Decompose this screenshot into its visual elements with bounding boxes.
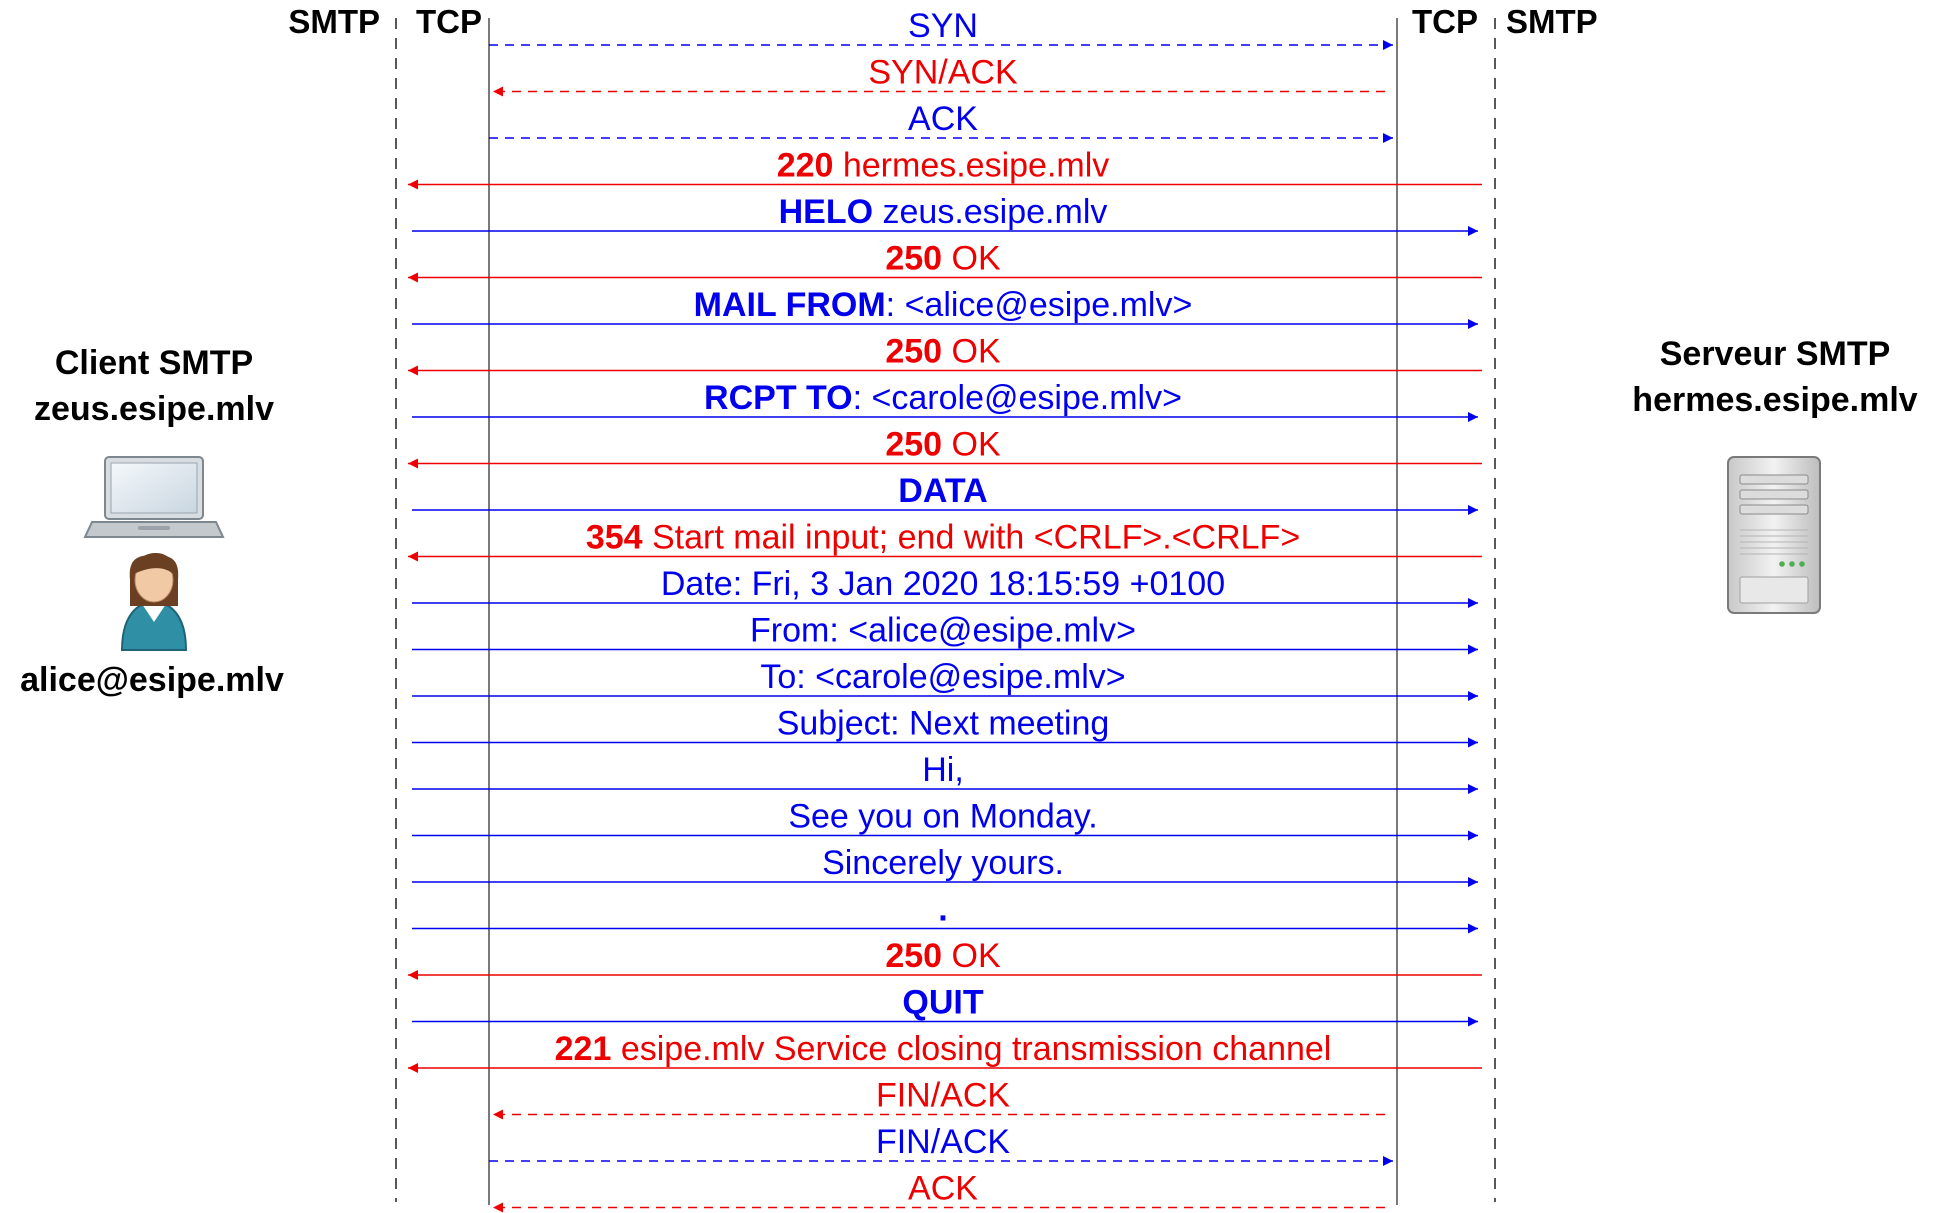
message-label-7: 250 OK [885, 333, 1001, 371]
message-text-22: esipe.mlv Service closing transmission c… [611, 1030, 1331, 1068]
message-keyword-22: 221 [555, 1030, 612, 1068]
message-text-4: zeus.esipe.mlv [873, 193, 1107, 231]
message-keyword-4: HELO [779, 193, 873, 231]
client-user: alice@esipe.mlv [20, 661, 284, 699]
header-client-tcp: TCP [416, 3, 482, 40]
message-keyword-8: RCPT TO [704, 379, 853, 417]
message-keyword-10: DATA [898, 472, 987, 510]
message-label-17: See you on Monday. [788, 798, 1097, 836]
message-text-16: Hi, [922, 751, 964, 789]
message-keyword-21: QUIT [902, 984, 983, 1022]
server-title: Serveur SMTP [1660, 335, 1891, 373]
message-label-23: FIN/ACK [876, 1077, 1010, 1115]
message-label-0: SYN [908, 7, 978, 45]
message-text-24: FIN/ACK [876, 1123, 1010, 1161]
message-text-6: : <alice@esipe.mlv> [886, 286, 1193, 324]
message-text-15: Subject: Next meeting [777, 705, 1110, 743]
message-text-9: OK [942, 426, 1001, 464]
message-label-9: 250 OK [885, 426, 1001, 464]
server-host: hermes.esipe.mlv [1632, 381, 1917, 419]
message-text-17: See you on Monday. [788, 798, 1097, 836]
message-keyword-3: 220 [777, 147, 834, 185]
message-text-13: From: <alice@esipe.mlv> [750, 612, 1136, 650]
message-label-24: FIN/ACK [876, 1123, 1010, 1161]
message-label-4: HELO zeus.esipe.mlv [779, 193, 1108, 231]
message-label-6: MAIL FROM: <alice@esipe.mlv> [694, 286, 1193, 324]
message-label-11: 354 Start mail input; end with <CRLF>.<C… [586, 519, 1300, 557]
message-keyword-7: 250 [885, 333, 942, 371]
message-label-5: 250 OK [885, 240, 1001, 278]
user-icon [120, 553, 188, 651]
message-label-25: ACK [908, 1170, 978, 1208]
message-text-11: Start mail input; end with <CRLF>.<CRLF> [643, 519, 1301, 557]
message-label-19: . [938, 891, 947, 929]
client-host: zeus.esipe.mlv [34, 390, 274, 428]
message-label-2: ACK [908, 100, 978, 138]
message-text-20: OK [942, 937, 1001, 975]
message-text-25: ACK [908, 1170, 978, 1208]
message-label-14: To: <carole@esipe.mlv> [760, 658, 1125, 696]
message-text-12: Date: Fri, 3 Jan 2020 18:15:59 +0100 [661, 565, 1225, 603]
message-list: SYN SYN/ACK ACK 220 hermes.esipe.mlv HELO ze… [408, 7, 1482, 1213]
message-text-23: FIN/ACK [876, 1077, 1010, 1115]
message-label-18: Sincerely yours. [822, 844, 1064, 882]
message-label-10: DATA [898, 472, 987, 510]
message-label-3: 220 hermes.esipe.mlv [777, 147, 1110, 185]
message-keyword-9: 250 [885, 426, 942, 464]
message-text-2: ACK [908, 100, 978, 138]
message-label-20: 250 OK [885, 937, 1001, 975]
message-label-13: From: <alice@esipe.mlv> [750, 612, 1136, 650]
message-keyword-11: 354 [586, 519, 643, 557]
message-label-15: Subject: Next meeting [777, 705, 1110, 743]
message-text-8: : <carole@esipe.mlv> [853, 379, 1182, 417]
header-client-smtp: SMTP [288, 3, 380, 40]
message-keyword-20: 250 [885, 937, 942, 975]
message-text-18: Sincerely yours. [822, 844, 1064, 882]
laptop-icon [83, 456, 225, 538]
message-label-8: RCPT TO: <carole@esipe.mlv> [704, 379, 1182, 417]
message-keyword-6: MAIL FROM [694, 286, 886, 324]
message-text-14: To: <carole@esipe.mlv> [760, 658, 1125, 696]
message-keyword-19: . [938, 891, 947, 929]
message-label-1: SYN/ACK [868, 54, 1018, 92]
message-label-22: 221 esipe.mlv Service closing transmissi… [555, 1030, 1332, 1068]
message-keyword-5: 250 [885, 240, 942, 278]
header-server-tcp: TCP [1412, 3, 1478, 40]
message-text-0: SYN [908, 7, 978, 45]
client-title: Client SMTP [55, 344, 253, 382]
message-text-7: OK [942, 333, 1001, 371]
message-text-1: SYN/ACK [868, 54, 1018, 92]
message-label-12: Date: Fri, 3 Jan 2020 18:15:59 +0100 [661, 565, 1225, 603]
message-label-21: QUIT [902, 984, 983, 1022]
header-server-smtp: SMTP [1506, 3, 1598, 40]
server-icon [1727, 456, 1821, 614]
message-label-16: Hi, [922, 751, 964, 789]
message-text-5: OK [942, 240, 1001, 278]
message-text-3: hermes.esipe.mlv [833, 147, 1109, 185]
